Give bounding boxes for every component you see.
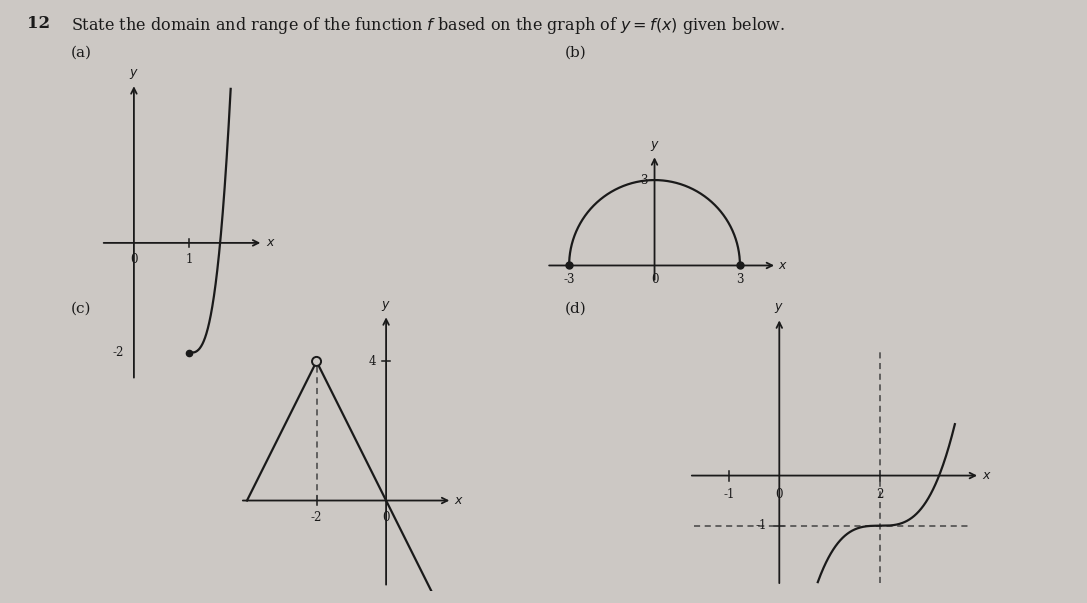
Text: $x$: $x$ bbox=[454, 494, 464, 507]
Text: 1: 1 bbox=[185, 253, 192, 265]
Text: 4: 4 bbox=[368, 355, 376, 368]
Circle shape bbox=[312, 357, 321, 366]
Text: $y$: $y$ bbox=[129, 66, 139, 81]
Text: (c): (c) bbox=[71, 302, 91, 315]
Text: $x$: $x$ bbox=[778, 259, 788, 272]
Text: $y$: $y$ bbox=[774, 301, 784, 315]
Text: 0: 0 bbox=[775, 488, 783, 501]
Text: (b): (b) bbox=[565, 45, 587, 59]
Text: 2: 2 bbox=[876, 488, 884, 501]
Text: 3: 3 bbox=[736, 273, 744, 286]
Text: -1: -1 bbox=[724, 488, 735, 501]
Text: -1: -1 bbox=[755, 519, 766, 532]
Text: State the domain and range of the function $f$ based on the graph of $y = f(x)$ : State the domain and range of the functi… bbox=[71, 15, 785, 36]
Text: -2: -2 bbox=[113, 346, 124, 359]
Text: 0: 0 bbox=[383, 511, 390, 524]
Text: $y$: $y$ bbox=[650, 139, 660, 153]
Text: 0: 0 bbox=[130, 253, 138, 265]
Text: (a): (a) bbox=[71, 45, 91, 59]
Text: $x$: $x$ bbox=[983, 469, 992, 482]
Text: -2: -2 bbox=[311, 511, 322, 524]
Text: (d): (d) bbox=[565, 302, 587, 315]
Text: $x$: $x$ bbox=[266, 236, 276, 250]
Text: $y$: $y$ bbox=[382, 298, 391, 313]
Text: -3: -3 bbox=[563, 273, 575, 286]
Text: 12: 12 bbox=[27, 15, 50, 32]
Text: 0: 0 bbox=[651, 273, 659, 286]
Text: 3: 3 bbox=[640, 174, 648, 186]
